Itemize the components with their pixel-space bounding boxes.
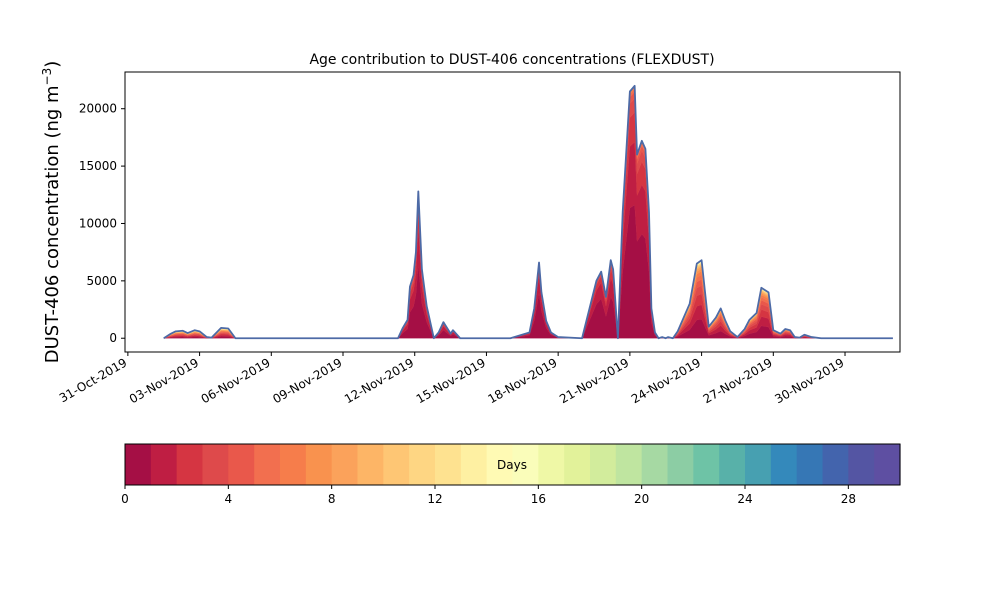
colorbar-cell — [409, 444, 436, 485]
y-axis-label-main: DUST-406 concentration (ng m — [42, 85, 63, 363]
colorbar-cell — [719, 444, 746, 485]
y-axis-label: DUST-406 concentration (ng m−3) — [40, 61, 63, 364]
colorbar-cell — [460, 444, 488, 485]
colorbar-cell — [770, 444, 798, 485]
y-axis: 0 5000 10000 15000 20000 — [79, 102, 125, 345]
colorbar-frame — [124, 443, 901, 486]
colorbar-tick-label: 16 — [531, 492, 546, 506]
colorbar-cell — [564, 444, 591, 485]
colorbar-tick-label: 28 — [841, 492, 856, 506]
colorbar-tick-label: 0 — [121, 492, 129, 506]
y-tick-label: 15000 — [79, 159, 117, 173]
colorbar-tick-label: 12 — [427, 492, 442, 506]
colorbar-cell — [331, 444, 359, 485]
colorbar-cell — [383, 444, 410, 485]
total-outline — [163, 84, 893, 340]
chart-title: Age contribution to DUST-406 concentrati… — [309, 52, 714, 68]
colorbar-cell — [615, 444, 643, 485]
colorbar-cell — [254, 444, 281, 485]
colorbar-tick-label: 4 — [225, 492, 233, 506]
colorbar-cell — [693, 444, 720, 485]
plot-frame — [124, 71, 901, 353]
y-axis-label-close: ) — [42, 61, 63, 68]
colorbar-cell — [280, 444, 307, 485]
y-axis-label-superscript: −3 — [40, 68, 54, 86]
y-tick-label: 0 — [109, 331, 117, 345]
colorbar-cell — [796, 444, 824, 485]
colorbar-tick-label: 20 — [634, 492, 649, 506]
colorbar-cell — [202, 444, 229, 485]
total-line — [163, 84, 893, 340]
y-tick-label: 20000 — [79, 102, 117, 116]
y-tick-label: 5000 — [86, 274, 117, 288]
colorbar-cell — [745, 444, 772, 485]
colorbar-label: Days — [497, 458, 527, 472]
y-tick-label: 10000 — [79, 216, 117, 230]
colorbar-cell — [435, 444, 462, 485]
colorbar-cell — [357, 444, 384, 485]
colorbar-cell — [874, 444, 901, 485]
colorbar-ticks: 0 4 8 12 16 20 24 28 — [121, 485, 856, 506]
colorbar-cell — [822, 444, 849, 485]
colorbar-cell — [512, 444, 539, 485]
colorbar-tick-label: 8 — [328, 492, 336, 506]
colorbar-cell — [848, 444, 875, 485]
colorbar-cell — [486, 444, 514, 485]
colorbar-tick-label: 24 — [737, 492, 752, 506]
colorbar-cells — [125, 444, 901, 485]
colorbar-cell — [228, 444, 255, 485]
colorbar-cell — [305, 444, 333, 485]
colorbar-cell — [125, 444, 152, 485]
colorbar: 0 4 8 12 16 20 24 28 Days — [121, 443, 901, 506]
colorbar-cell — [538, 444, 565, 485]
colorbar-cell — [667, 444, 694, 485]
colorbar-cell — [641, 444, 669, 485]
colorbar-cell — [590, 444, 617, 485]
colorbar-cell — [150, 444, 178, 485]
colorbar-cell — [176, 444, 204, 485]
